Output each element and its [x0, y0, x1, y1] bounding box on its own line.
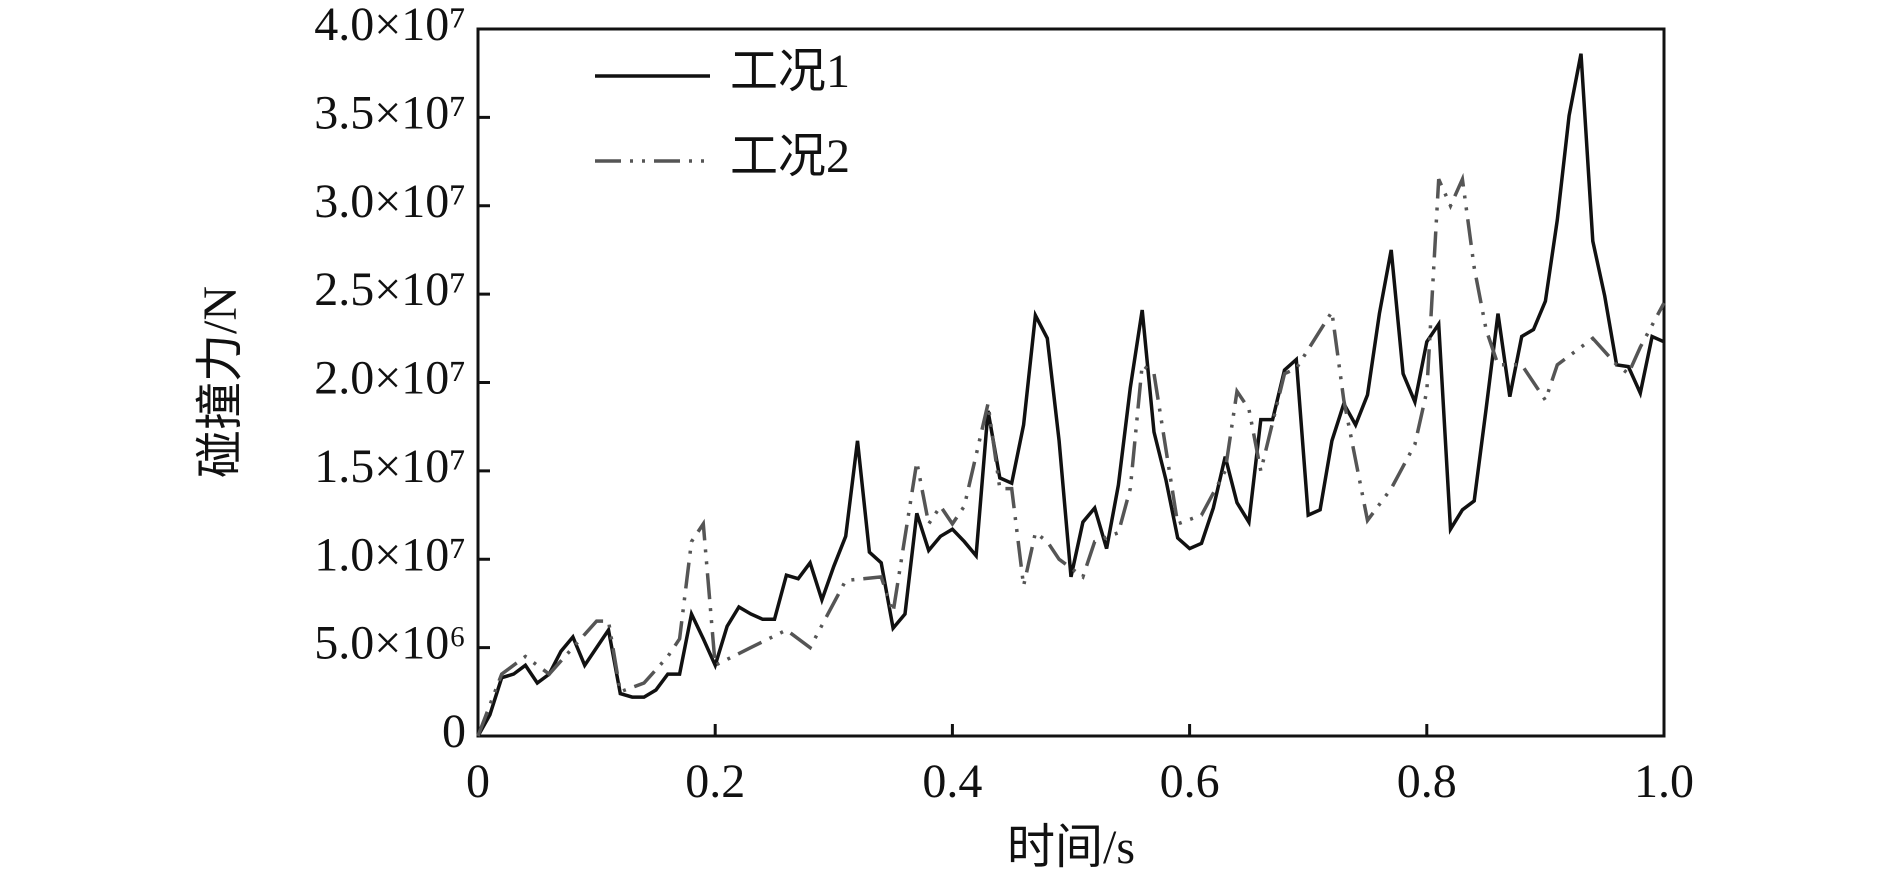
x-tick-label: 1.0	[1634, 755, 1694, 808]
y-axis-label: 碰撞力/N	[194, 286, 247, 478]
y-tick-label: 3.5×10⁷	[314, 86, 466, 139]
y-tick-label: 4.0×10⁷	[314, 0, 466, 51]
y-tick-label: 1.5×10⁷	[314, 440, 466, 493]
y-tick-label: 2.5×10⁷	[314, 263, 466, 316]
y-tick-label: 2.0×10⁷	[314, 352, 466, 405]
x-tick-label: 0.4	[922, 755, 982, 808]
y-tick-label: 1.0×10⁷	[314, 528, 466, 581]
data-line	[476, 172, 1666, 737]
x-tick-label: 0	[466, 755, 490, 808]
x-tick-label: 0.8	[1397, 755, 1457, 808]
y-tick-label: 0	[442, 705, 466, 758]
x-axis-label: 时间/s	[1007, 821, 1135, 874]
plot-frame	[476, 27, 1666, 738]
y-tick-label: 3.0×10⁷	[314, 175, 466, 228]
legend-label: 工况1	[730, 45, 850, 98]
x-tick-label: 0.2	[685, 755, 745, 808]
data-line	[476, 53, 1665, 737]
legend-label: 工况2	[730, 130, 850, 183]
x-tick-label: 0.6	[1160, 755, 1220, 808]
y-tick-label: 5.0×10⁶	[314, 617, 466, 670]
